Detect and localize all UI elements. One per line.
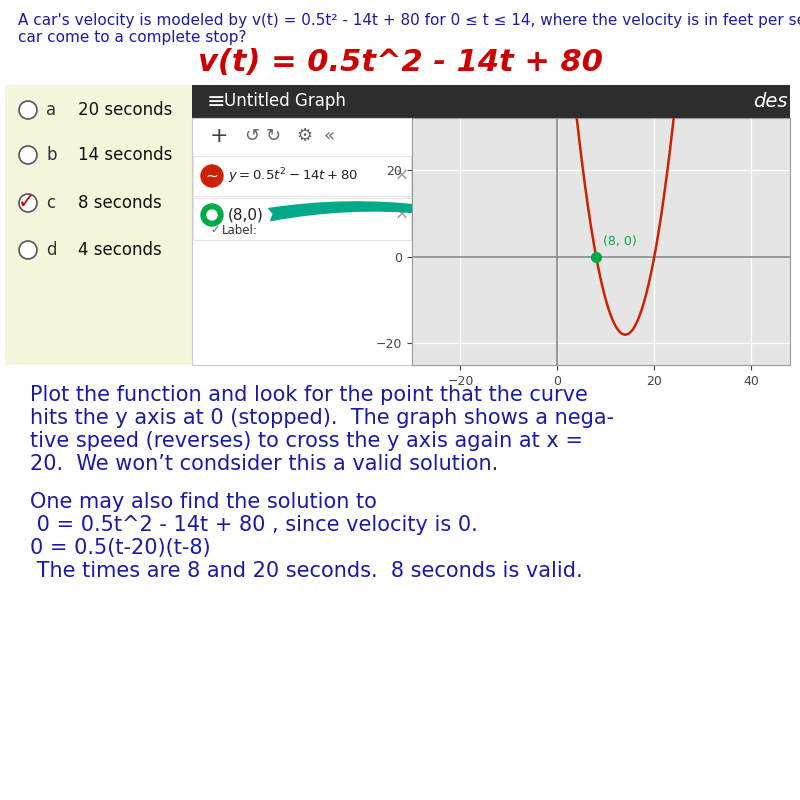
Text: (8,0): (8,0) [228, 207, 264, 222]
Text: d: d [46, 241, 57, 259]
Text: b: b [46, 146, 57, 164]
Text: A car's velocity is modeled by v(t) = 0.5t² - 14t + 80 for 0 ≤ t ≤ 14, where the: A car's velocity is modeled by v(t) = 0.… [18, 13, 800, 28]
Circle shape [19, 241, 37, 259]
Text: ✓: ✓ [210, 225, 219, 235]
Circle shape [19, 101, 37, 119]
Text: Label:: Label: [222, 223, 258, 237]
Text: «: « [324, 127, 335, 145]
Text: (8, 0): (8, 0) [603, 235, 637, 248]
Circle shape [201, 165, 223, 187]
Circle shape [19, 146, 37, 164]
Bar [5, 85, 192, 365]
Text: The times are 8 and 20 seconds.  8 seconds is valid.: The times are 8 and 20 seconds. 8 second… [30, 561, 582, 581]
Text: 14 seconds: 14 seconds [78, 146, 172, 164]
Circle shape [19, 194, 37, 212]
Bar [192, 85, 790, 118]
Text: ×: × [395, 167, 409, 185]
Text: +: + [210, 126, 229, 146]
Text: 20 seconds: 20 seconds [78, 101, 172, 119]
Text: ⚙: ⚙ [296, 127, 312, 145]
Text: ✓: ✓ [18, 192, 35, 212]
Text: ×: × [395, 206, 409, 224]
Text: ↻: ↻ [266, 127, 281, 145]
Text: 8 seconds: 8 seconds [78, 194, 162, 212]
Circle shape [201, 204, 223, 226]
Text: a: a [46, 101, 56, 119]
Text: 0 = 0.5t^2 - 14t + 80 , since velocity is 0.: 0 = 0.5t^2 - 14t + 80 , since velocity i… [30, 515, 478, 535]
Text: tive speed (reverses) to cross the y axis again at x =: tive speed (reverses) to cross the y axi… [30, 431, 583, 451]
Text: hits the y axis at 0 (stopped).  The graph shows a nega-: hits the y axis at 0 (stopped). The grap… [30, 408, 614, 428]
Bar [193, 198, 411, 240]
Circle shape [207, 210, 217, 220]
Text: ≡: ≡ [207, 91, 226, 111]
Text: 0 = 0.5(t-20)(t-8): 0 = 0.5(t-20)(t-8) [30, 538, 210, 558]
Text: 20.  We won’t condsider this a valid solution.: 20. We won’t condsider this a valid solu… [30, 454, 498, 474]
Text: ↺: ↺ [244, 127, 259, 145]
Text: Untitled Graph: Untitled Graph [224, 93, 346, 110]
Text: v(t) = 0.5t^2 - 14t + 80: v(t) = 0.5t^2 - 14t + 80 [198, 48, 602, 77]
Text: One may also find the solution to: One may also find the solution to [30, 492, 377, 512]
Text: des: des [754, 92, 788, 111]
Bar [192, 118, 412, 365]
Text: 4 seconds: 4 seconds [78, 241, 162, 259]
Text: $y = 0.5t^2 - 14t + 80$: $y = 0.5t^2 - 14t + 80$ [228, 166, 358, 186]
Text: car come to a complete stop?: car come to a complete stop? [18, 30, 246, 45]
Text: c: c [46, 194, 55, 212]
Bar [193, 156, 411, 196]
Text: ~: ~ [206, 169, 218, 183]
Text: Plot the function and look for the point that the curve: Plot the function and look for the point… [30, 385, 588, 405]
